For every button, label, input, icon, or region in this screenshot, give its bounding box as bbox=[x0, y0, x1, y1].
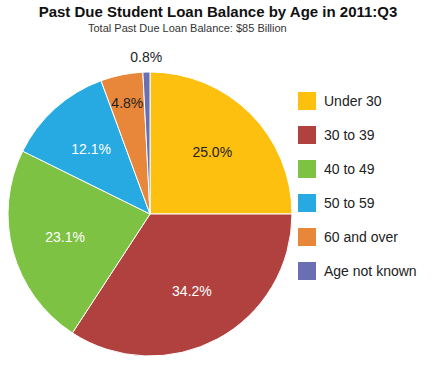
legend: Under 30 30 to 39 40 to 49 50 to 59 60 and o… bbox=[298, 92, 417, 280]
legend-label: Under 30 bbox=[324, 93, 382, 109]
data-label: 4.8% bbox=[111, 95, 143, 111]
data-label: 23.1% bbox=[45, 229, 85, 245]
legend-swatch bbox=[298, 92, 316, 110]
data-label: 25.0% bbox=[192, 144, 232, 160]
data-label: 34.2% bbox=[172, 283, 212, 299]
legend-swatch bbox=[298, 228, 316, 246]
slices bbox=[8, 72, 292, 356]
title: Past Due Student Loan Balance by Age in … bbox=[39, 3, 398, 20]
legend-label: 30 to 39 bbox=[324, 127, 375, 143]
legend-item: Age not known bbox=[298, 262, 417, 280]
data-labels: 25.0% 34.2% 23.1% 12.1% 4.8% 0.8% bbox=[45, 49, 232, 299]
legend-label: Age not known bbox=[324, 263, 417, 279]
legend-label: 50 to 59 bbox=[324, 195, 375, 211]
data-label: 12.1% bbox=[71, 141, 111, 157]
legend-item: Under 30 bbox=[298, 92, 382, 110]
subtitle: Total Past Due Loan Balance: $85 Billion bbox=[88, 22, 287, 34]
chart: Past Due Student Loan Balance by Age in … bbox=[0, 0, 440, 368]
pie bbox=[8, 72, 292, 356]
slice bbox=[143, 72, 150, 214]
legend-swatch bbox=[298, 126, 316, 144]
legend-item: 50 to 59 bbox=[298, 194, 375, 212]
data-label: 0.8% bbox=[130, 49, 162, 65]
legend-swatch bbox=[298, 160, 316, 178]
legend-item: 40 to 49 bbox=[298, 160, 375, 178]
legend-item: 30 to 39 bbox=[298, 126, 375, 144]
legend-item: 60 and over bbox=[298, 228, 398, 246]
legend-swatch bbox=[298, 262, 316, 280]
slice bbox=[150, 72, 292, 214]
legend-label: 60 and over bbox=[324, 229, 398, 245]
legend-label: 40 to 49 bbox=[324, 161, 375, 177]
legend-swatch bbox=[298, 194, 316, 212]
